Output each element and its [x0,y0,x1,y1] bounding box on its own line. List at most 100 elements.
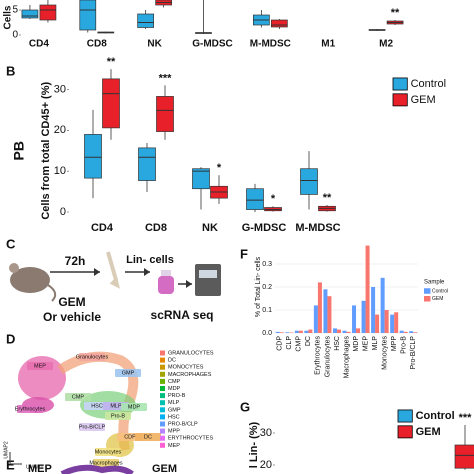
significance: * [217,162,222,174]
label: GEM [152,463,177,474]
box [271,19,288,28]
bar [275,331,280,333]
cluster-label: Pro-B [111,413,125,419]
y-tick-label: 5 [12,5,18,16]
bar [413,332,418,333]
bar [342,330,347,333]
y-tick-label: 0.0 [262,330,272,337]
legend-swatch [392,77,408,91]
y-axis-label: % of Total Lin- cells [255,256,262,317]
x-tick-label: NK [147,39,162,50]
cluster-label: GMP [122,370,135,376]
arrow-head [144,268,150,276]
legend-swatch [392,93,408,107]
x-tick-label: CLP [286,336,293,350]
bar [298,330,303,333]
box [300,168,318,195]
y-tick-label: 20 [260,459,272,471]
y-tick-label: 30 [54,83,66,95]
significance: ** [323,192,332,204]
y-axis-label: l Lin- (%) [248,421,260,468]
bar [361,300,366,333]
cluster-label-box [93,459,119,467]
y-axis-label: Cells [3,5,14,29]
cluster-label: CDP [124,434,136,440]
box [84,134,102,179]
bar [356,328,361,333]
legend-swatch [160,407,165,413]
box [192,168,210,190]
box [21,9,39,19]
x-tick-label: Granulocytes [324,336,331,378]
legend-swatch [160,442,165,448]
cluster-label: Macrophages [89,460,123,466]
x-tick-label: MEP [362,336,369,352]
box [138,147,156,181]
bar [352,305,357,333]
legend-swatch [160,378,165,384]
bar [375,314,380,333]
cluster-label-box [17,405,43,413]
legend-label: MPP [168,429,180,435]
umap: UMAP2 UMAP1 Granulocytes GMP MEP CMP HSC MLP M… [3,350,214,470]
box [79,0,97,31]
box [454,444,474,469]
panel-label: C [6,236,16,251]
bar [304,330,309,333]
legend-label: PRO-B [168,393,186,399]
y-tick-label: 30 [260,427,272,439]
x-tick-label: Monocytes [381,336,388,370]
tube [158,276,174,294]
cluster-label-box [27,362,53,370]
x-tick-label: DC [305,336,312,346]
x-tick-label: G-MDSC [242,222,287,234]
cluster-label-box [115,369,141,377]
legend-swatch [160,350,165,356]
legend-label: MLP [168,400,180,406]
bar [285,332,290,333]
legend-swatch [160,414,165,420]
bar [308,329,313,333]
cluster-label: MDP [128,404,141,410]
bar [336,329,341,333]
cluster-label-box [95,448,121,456]
panel-label: F [240,246,248,261]
x-tick-label: NK [202,222,218,234]
legend-swatch [424,288,431,294]
legend-label: GEM [411,94,436,106]
x-tick-label: MPP [391,336,398,352]
axis-label: UMAP2 [3,441,9,458]
mouse-ear [9,263,19,273]
y-tick-label: 0.3 [262,261,272,268]
bone [106,251,120,289]
legend-swatch [424,296,431,302]
cluster-label-box [105,412,131,420]
legend-swatch [160,400,165,406]
bar [409,331,414,333]
legend-title: Sample [424,280,445,286]
significance: *** [459,412,473,424]
bar [317,282,322,333]
x-tick-label: CMP [296,336,303,352]
legend-label: MACROPHAGES [168,372,212,378]
legend-swatch [397,425,413,439]
treatment: GEM [58,295,85,309]
bar [327,296,332,333]
legend-swatch [397,409,413,423]
y-tick-label: 0 [12,30,18,41]
significance: *** [159,72,173,84]
schematic: 72h GEM Or vehicle Lin- cells scRNA seq [9,251,221,324]
legend-swatch [160,393,165,399]
treatment: Or vehicle [43,310,101,324]
y-tick-label: 10 [54,165,66,177]
legend-label: HSC [168,414,180,420]
x-tick-label: CD8 [87,39,107,50]
x-tick-label: MLP [372,336,379,351]
side-label: PB [11,141,27,160]
x-tick-label: M1 [321,39,335,50]
x-tick-label: Pro-B [401,336,408,354]
x-tick-label: MDP [353,336,360,352]
x-tick-label: Pro-B/CLP [410,336,417,370]
legend-swatch [160,435,165,441]
bar [399,330,404,333]
